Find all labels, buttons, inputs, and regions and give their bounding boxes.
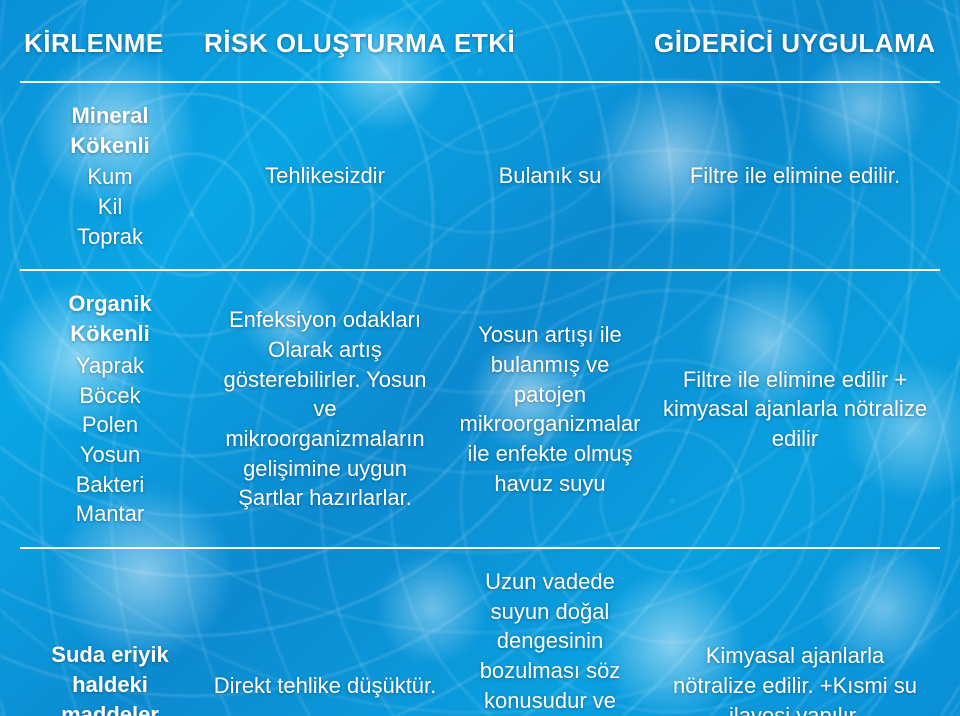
- header-risk: RİSK OLUŞTURMA: [204, 28, 454, 59]
- cell-risk: Tehlikesizdir: [200, 83, 450, 269]
- cell-category-mineral: Mineral Kökenli Kum Kil Toprak: [20, 83, 200, 269]
- category-item: Mantar: [76, 499, 144, 529]
- category-item: Kum: [87, 162, 132, 192]
- cell-effect: Bulanık su: [450, 83, 650, 269]
- cell-remedy: Kimyasal ajanlarla nötralize edilir. +Kı…: [650, 549, 940, 716]
- category-title: Mineral Kökenli: [32, 101, 188, 160]
- header-kirlenme: KİRLENME: [24, 28, 204, 59]
- cell-risk: Direkt tehlike düşüktür.: [200, 549, 450, 716]
- slide-page: KİRLENME RİSK OLUŞTURMA ETKİ GİDERİCİ UY…: [0, 0, 960, 716]
- category-item: Bakteri: [76, 470, 144, 500]
- cell-risk: Enfeksiyon odakları Olarak artış göstere…: [200, 271, 450, 547]
- table-body: Mineral Kökenli Kum Kil Toprak Tehlikesi…: [20, 81, 940, 716]
- cell-remedy: Filtre ile elimine edilir + kimyasal aja…: [650, 271, 940, 547]
- table-row: Suda eriyik haldeki maddeler Direkt tehl…: [20, 547, 940, 716]
- cell-effect: Uzun vadede suyun doğal dengesinin bozul…: [450, 549, 650, 716]
- header-etki: ETKİ: [454, 28, 654, 59]
- category-title: Suda eriyik haldeki maddeler: [32, 640, 188, 716]
- table-header-row: KİRLENME RİSK OLUŞTURMA ETKİ GİDERİCİ UY…: [20, 28, 940, 59]
- cell-effect: Yosun artışı ile bulanmış ve patojen mik…: [450, 271, 650, 547]
- table-row: Organik Kökenli Yaprak Böcek Polen Yosun…: [20, 269, 940, 549]
- category-item: Kil: [98, 192, 122, 222]
- category-item: Polen: [82, 410, 138, 440]
- cell-category-organic: Organik Kökenli Yaprak Böcek Polen Yosun…: [20, 271, 200, 547]
- table-row: Mineral Kökenli Kum Kil Toprak Tehlikesi…: [20, 81, 940, 271]
- category-item: Toprak: [77, 222, 143, 252]
- cell-category-dissolved: Suda eriyik haldeki maddeler: [20, 549, 200, 716]
- header-giderici: GİDERİCİ UYGULAMA: [654, 28, 940, 59]
- category-title: Organik Kökenli: [32, 289, 188, 348]
- category-item: Böcek: [79, 381, 140, 411]
- category-item: Yosun: [80, 440, 140, 470]
- cell-remedy: Filtre ile elimine edilir.: [650, 83, 940, 269]
- category-item: Yaprak: [76, 351, 144, 381]
